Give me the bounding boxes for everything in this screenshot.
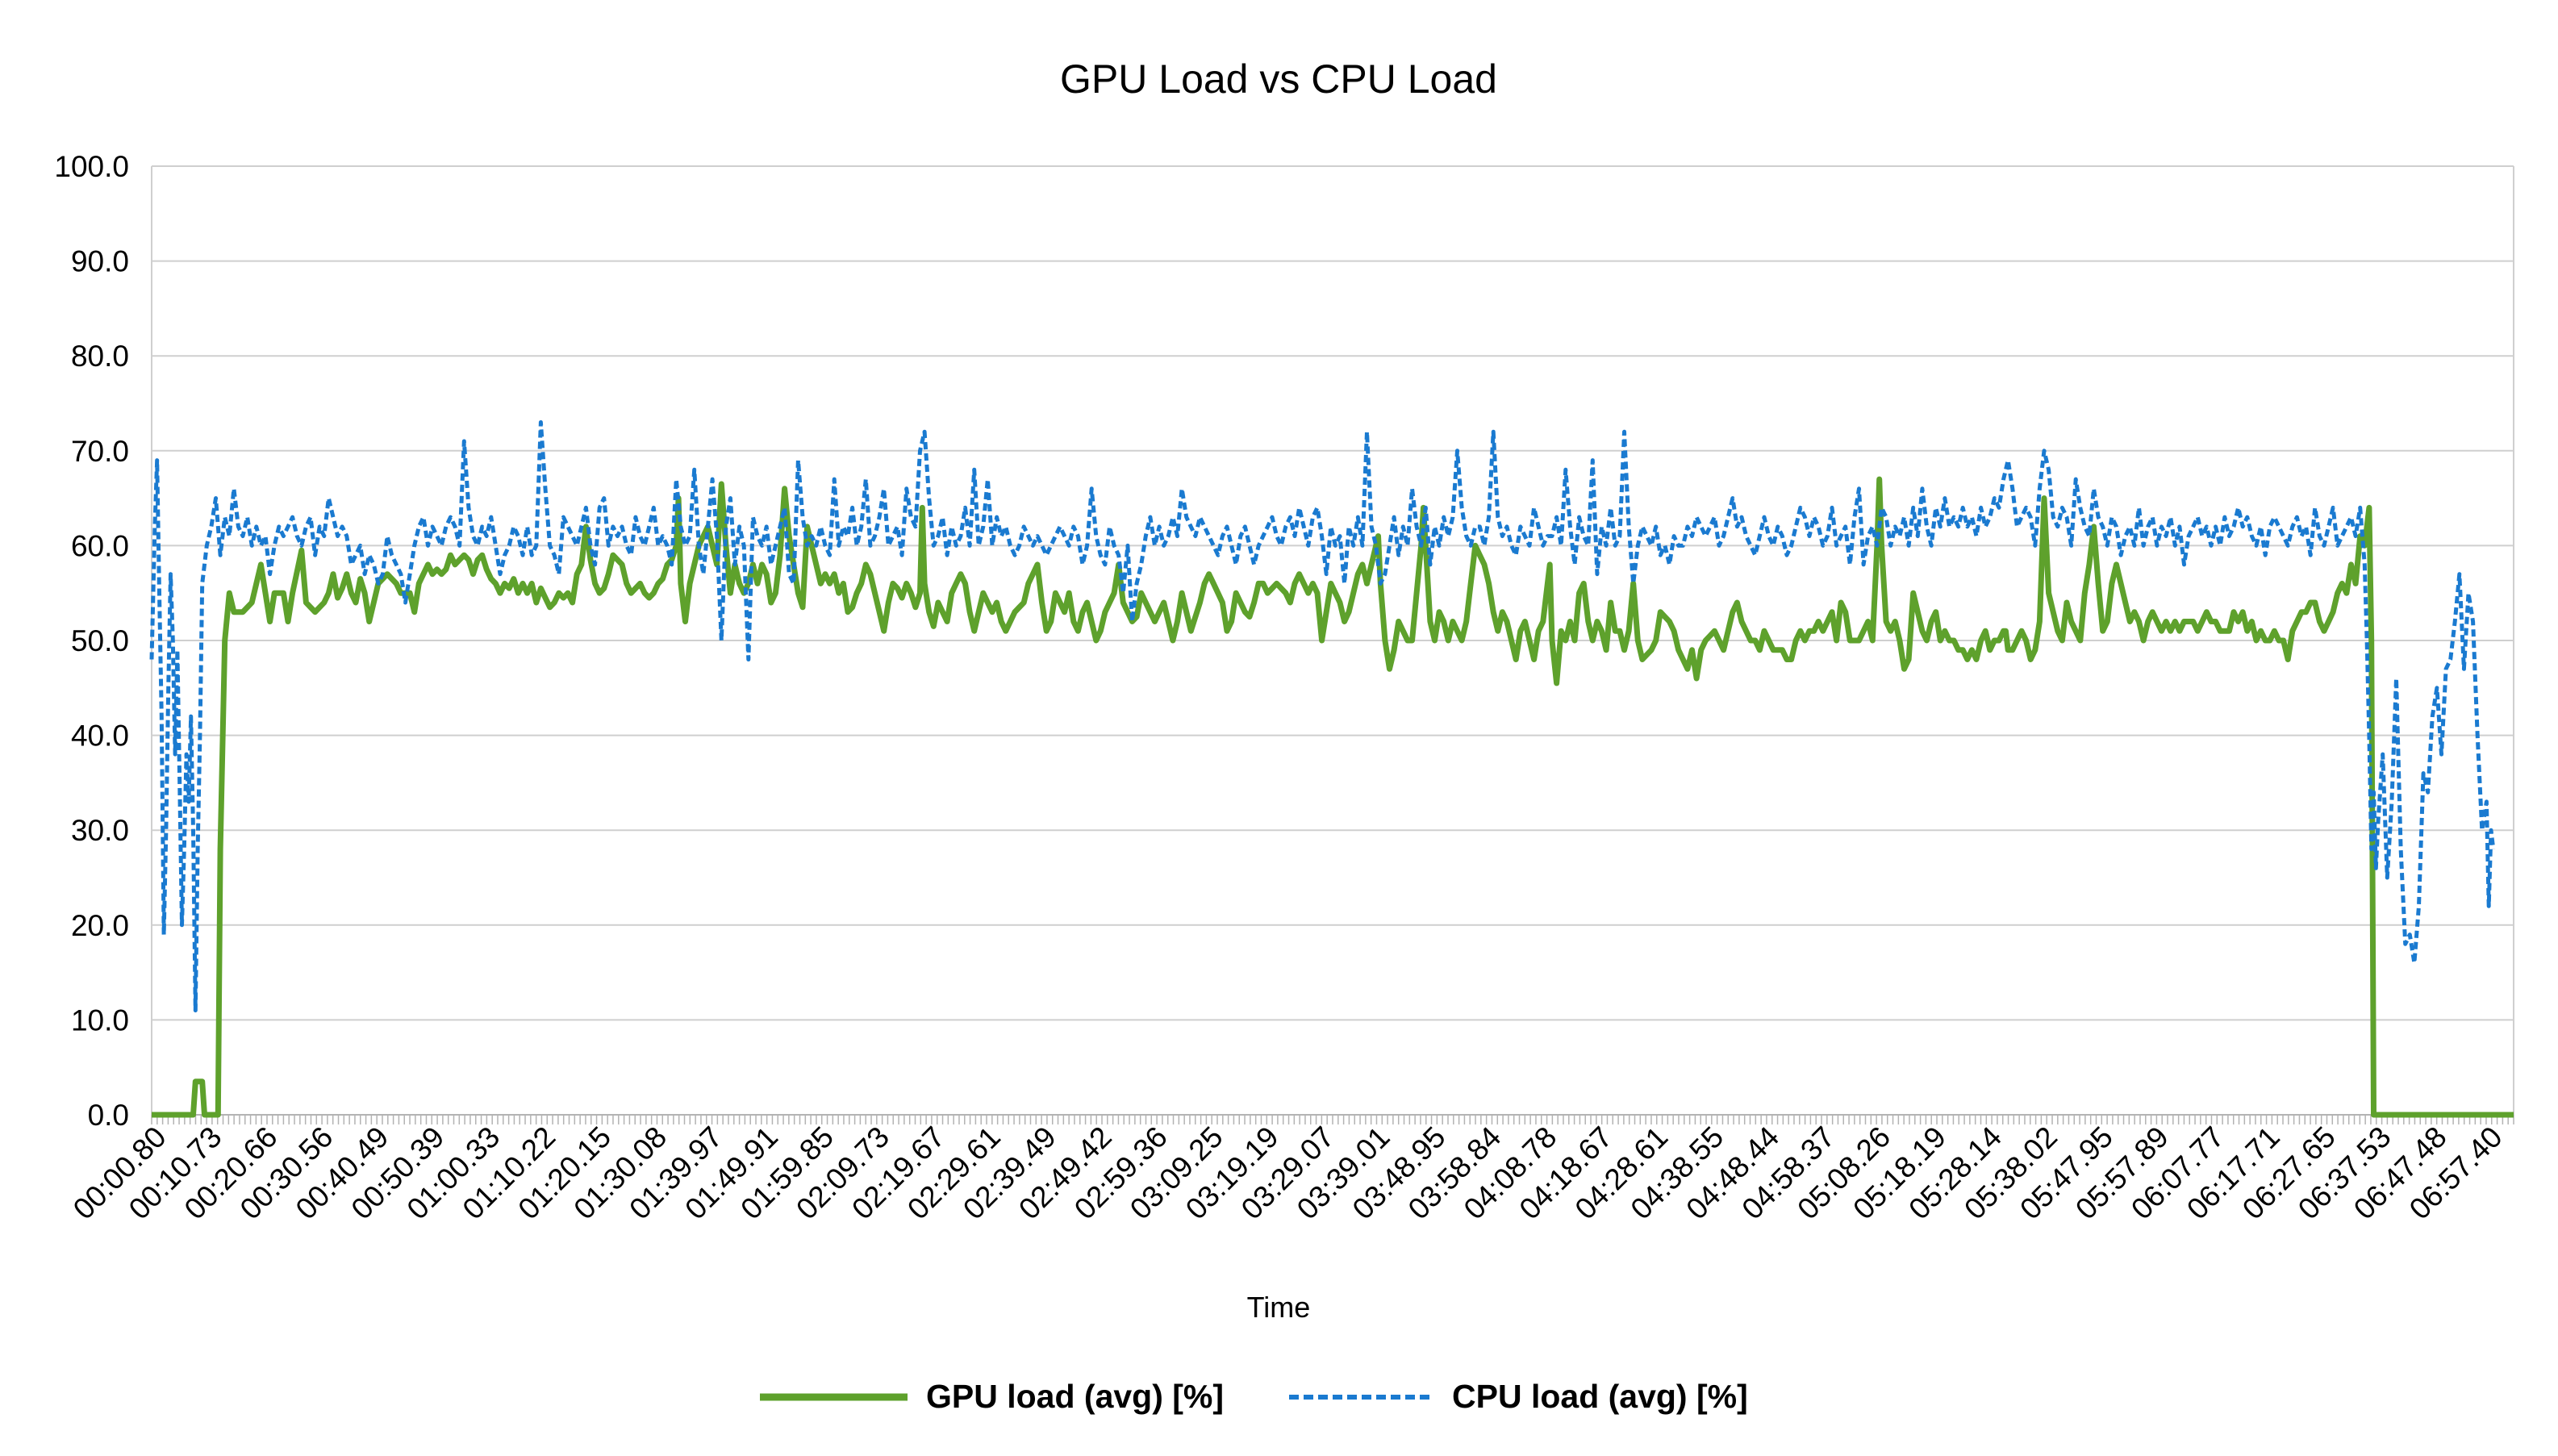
gpu-load-series-line <box>152 476 2514 1118</box>
legend-label-gpu: GPU load (avg) [%] <box>926 1378 1224 1415</box>
y-tick-label: 80.0 <box>71 340 129 373</box>
y-tick-label: 90.0 <box>71 245 129 278</box>
gridlines <box>152 165 2514 1116</box>
y-tick-label: 40.0 <box>71 720 129 753</box>
plot-area <box>149 420 2514 1118</box>
y-tick-label: 100.0 <box>54 150 129 183</box>
chart-title: GPU Load vs CPU Load <box>1060 56 1497 102</box>
y-tick-label: 10.0 <box>71 1003 129 1037</box>
legend: GPU load (avg) [%] CPU load (avg) [%] <box>760 1378 1748 1415</box>
y-tick-label: 70.0 <box>71 435 129 468</box>
y-tick-label: 50.0 <box>71 624 129 657</box>
legend-label-cpu: CPU load (avg) [%] <box>1452 1378 1748 1415</box>
y-tick-label: 0.0 <box>88 1099 129 1132</box>
x-axis-label: Time <box>1247 1291 1311 1324</box>
y-tick-label: 30.0 <box>71 814 129 847</box>
y-tick-label: 20.0 <box>71 909 129 942</box>
cpu-load-series-line <box>149 420 2496 1013</box>
y-tick-label: 60.0 <box>71 529 129 562</box>
